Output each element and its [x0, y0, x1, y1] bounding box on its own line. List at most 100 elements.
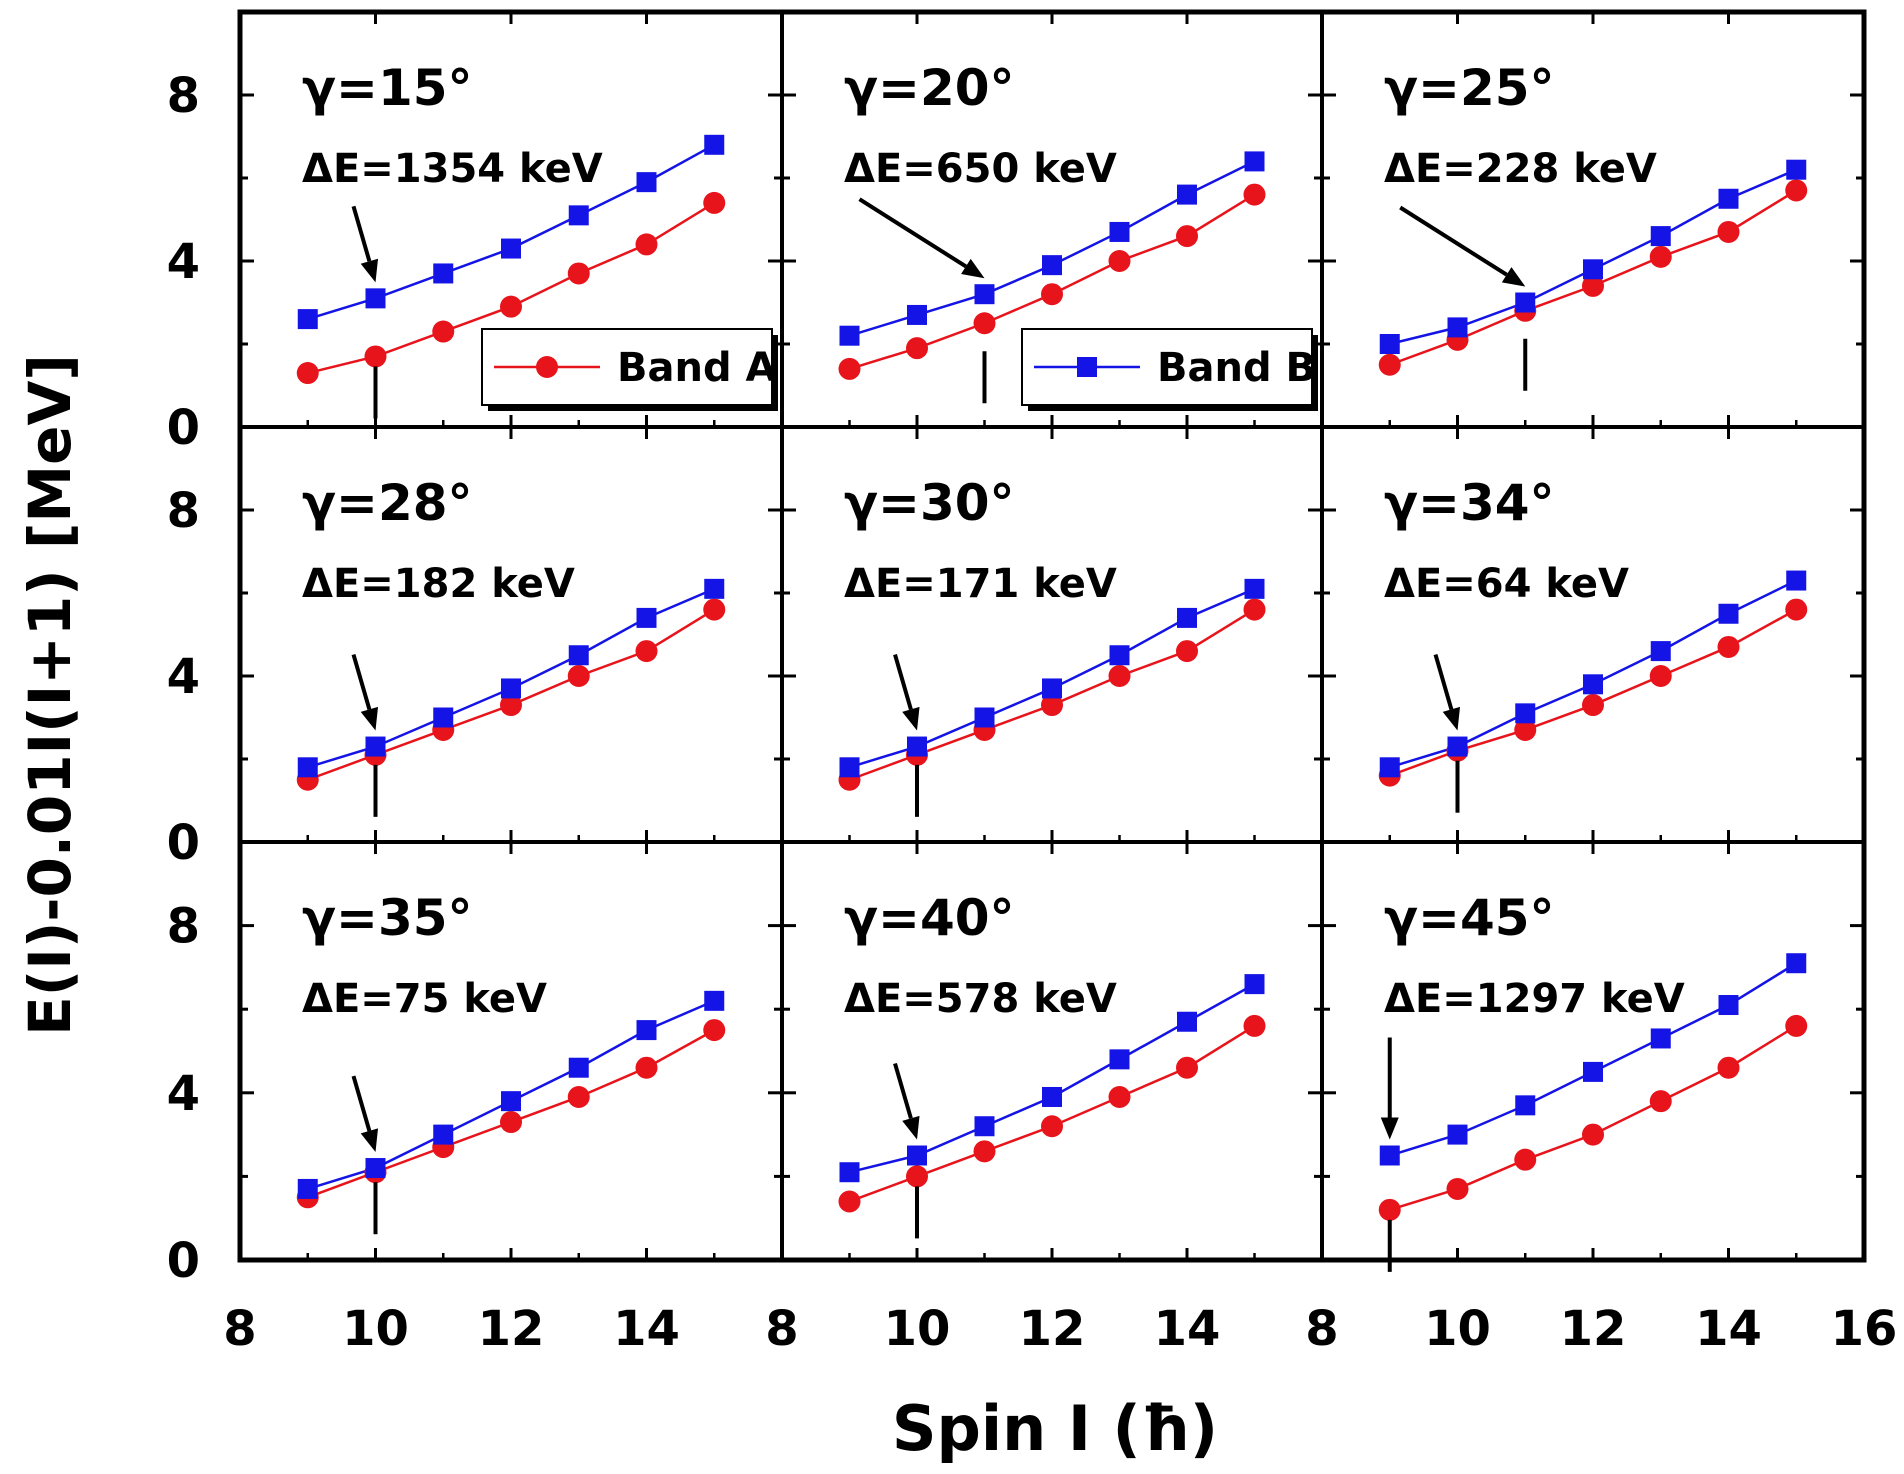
band-b-point [1650, 1028, 1671, 1049]
band-b-point [636, 607, 657, 628]
band-b-point [1718, 603, 1739, 624]
arrow-head-icon [360, 258, 379, 283]
band-b-point [839, 757, 860, 778]
band-a-point [1243, 1014, 1266, 1037]
x-axis-label: Spin I (ħ) [892, 1392, 1218, 1465]
gamma-label: γ=15° [302, 59, 473, 117]
band-b-point [1583, 674, 1603, 695]
band-b-point [1244, 151, 1265, 172]
band-a-point [906, 337, 928, 360]
y-tick-label: 8 [167, 483, 200, 539]
band-b-point [974, 1116, 995, 1137]
arrow-shaft [858, 197, 967, 269]
band-b-point [1515, 1095, 1536, 1116]
panel-6: γ=34° ΔE=64 keV [1320, 427, 1866, 844]
legend-marker-square-icon [1077, 357, 1097, 377]
legend-label: Band A [617, 345, 777, 391]
band-b-point [297, 757, 318, 778]
arrow-head-icon [360, 706, 379, 731]
band-b-point [974, 707, 995, 728]
y-tick-label: 4 [167, 1066, 200, 1122]
band-b-point [1042, 678, 1062, 699]
arrow-shaft [893, 653, 913, 710]
band-a-point [635, 1056, 658, 1079]
y-tick-label: 4 [167, 649, 200, 705]
band-a-point [296, 362, 319, 385]
band-a-point [567, 665, 590, 687]
band-b-point [1379, 757, 1400, 778]
band-b-point [1042, 1086, 1062, 1107]
band-a-point [1649, 1090, 1672, 1113]
outer-frame [237, 9, 1867, 1263]
band-b-point [1109, 1049, 1130, 1070]
band-a-point [973, 312, 996, 335]
band-b-point [365, 288, 386, 309]
band-b-point [1379, 334, 1400, 354]
legend-marker-circle-icon [536, 356, 558, 378]
band-a-point [1176, 1056, 1198, 1079]
band-a-point [1717, 635, 1740, 658]
band-a-point [567, 1085, 590, 1108]
band-b-point [1718, 995, 1739, 1016]
band-b-point [1109, 221, 1130, 242]
band-b-point [501, 238, 521, 259]
band-b-point [1447, 736, 1468, 757]
band-a-point [838, 1190, 861, 1213]
band-a-point [1446, 1177, 1469, 1200]
band-b-point [907, 1145, 927, 1166]
band-a-point [703, 598, 726, 621]
band-b-point [1379, 1145, 1400, 1166]
delta-e-label: ΔE=650 keV [844, 146, 1117, 192]
y-tick-label: 0 [167, 815, 200, 871]
arrow-shaft [1433, 653, 1454, 710]
band-b-point [907, 736, 927, 757]
band-b-point [568, 205, 589, 226]
delta-e-label: ΔE=1354 keV [302, 146, 603, 192]
band-b-point [1718, 188, 1739, 209]
band-b-point [1786, 159, 1807, 180]
band-a-point [1243, 598, 1266, 621]
band-b-point [1515, 703, 1536, 724]
panel-8: γ=40° ΔE=578 keV [780, 842, 1324, 1262]
arrow-head-icon [902, 706, 920, 731]
band-a-point [635, 640, 658, 663]
x-tick-label: 8 [223, 1301, 256, 1357]
x-tick-label: 14 [1154, 1301, 1221, 1357]
band-a-point [1582, 694, 1604, 717]
band-a-point [364, 345, 387, 368]
panel-2: γ=20° ΔE=650 keV [780, 12, 1324, 429]
band-a-point [1514, 718, 1537, 741]
band-b-point [1177, 184, 1197, 205]
band-b-point [297, 1178, 318, 1199]
band-a-point [703, 1019, 726, 1042]
band-b-point [839, 1162, 860, 1183]
band-b-point [1177, 1011, 1197, 1032]
gamma-label: γ=30° [844, 474, 1015, 532]
band-b-point [704, 578, 725, 599]
x-tick-label: 10 [1424, 1301, 1491, 1357]
arrow-head-icon [961, 258, 985, 279]
arrow-shaft [1399, 205, 1508, 277]
y-tick-label: 4 [167, 234, 200, 290]
band-b-point [365, 736, 386, 757]
band-a-point [1108, 665, 1131, 687]
legend-label: Band B [1157, 345, 1316, 391]
band-a-point [432, 320, 455, 343]
band-a-point [1649, 665, 1672, 687]
band-b-point [907, 304, 927, 325]
band-a-point [1717, 220, 1740, 243]
panel-1: γ=15° ΔE=1354 keV [238, 12, 784, 429]
band-b-point [1786, 953, 1807, 974]
arrow-head-icon [360, 1128, 379, 1153]
band-b-point [433, 263, 454, 284]
y-tick-label: 8 [167, 68, 200, 124]
panel-3: γ=25° ΔE=228 keV [1320, 12, 1866, 429]
x-tick-label: 16 [1831, 1301, 1898, 1357]
band-b-point [636, 172, 657, 193]
band-a-point [703, 191, 726, 214]
band-a-point [906, 1165, 928, 1188]
gamma-label: γ=28° [302, 474, 473, 532]
x-tick-label: 12 [1019, 1301, 1086, 1357]
band-b-point [568, 1057, 589, 1078]
arrow-shaft [351, 653, 372, 710]
